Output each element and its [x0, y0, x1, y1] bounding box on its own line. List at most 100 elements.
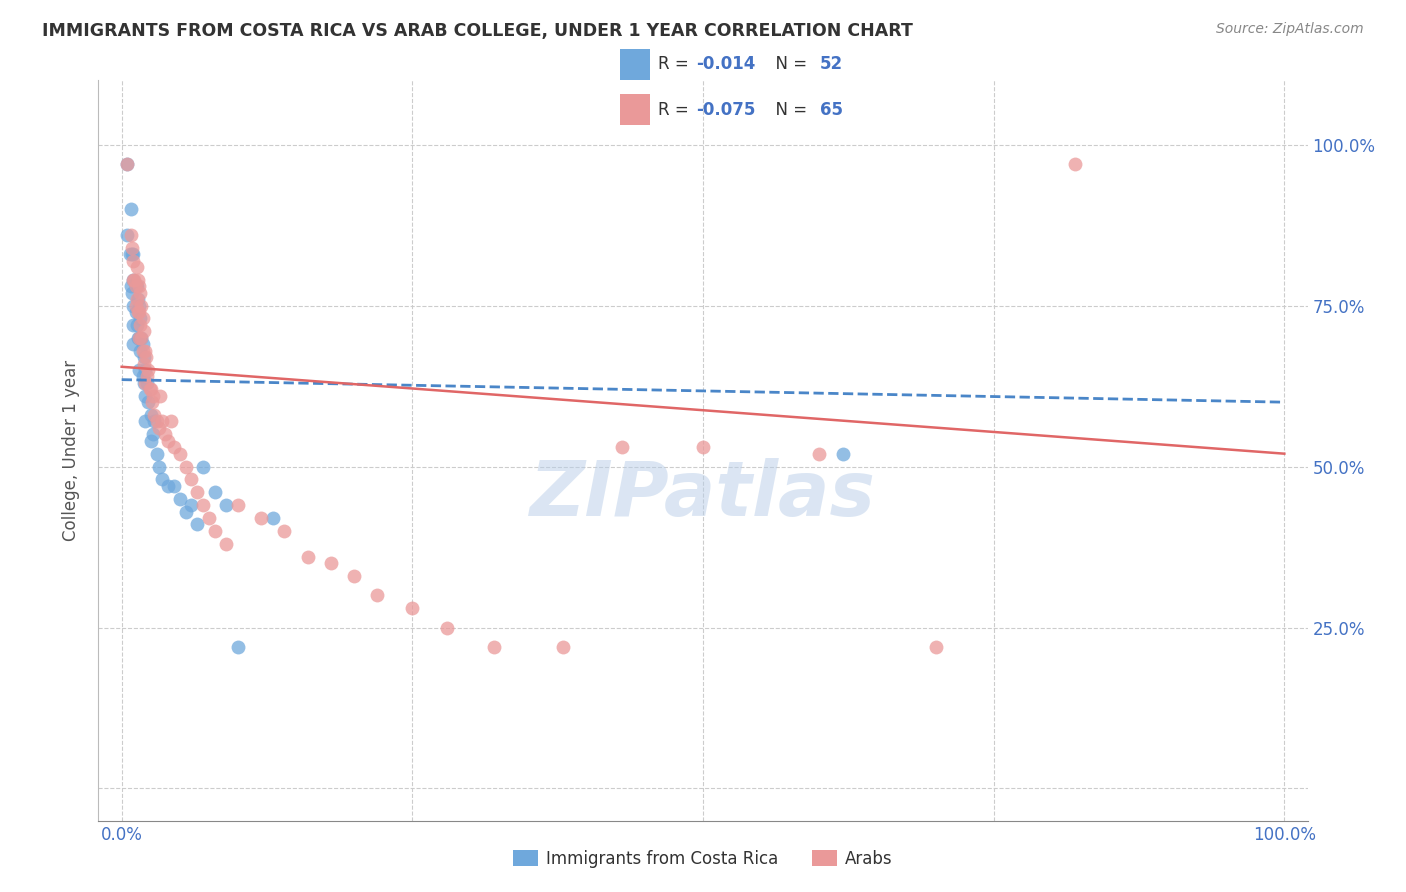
- Point: [150, 415, 173, 429]
- Text: 52: 52: [820, 55, 844, 73]
- Point: [122, 247, 145, 261]
- Legend: Immigrants from Costa Rica, Arabs: Immigrants from Costa Rica, Arabs: [506, 844, 900, 875]
- Point: [186, 485, 208, 500]
- Point: [343, 569, 366, 583]
- Point: [131, 331, 153, 345]
- Point: [163, 479, 186, 493]
- Text: IMMIGRANTS FROM COSTA RICA VS ARAB COLLEGE, UNDER 1 YEAR CORRELATION CHART: IMMIGRANTS FROM COSTA RICA VS ARAB COLLE…: [42, 22, 912, 40]
- Point: [120, 279, 142, 293]
- Bar: [620, 49, 650, 79]
- Point: [134, 363, 156, 377]
- Point: [122, 273, 145, 287]
- Point: [127, 273, 149, 287]
- Point: [204, 485, 226, 500]
- Point: [159, 415, 181, 429]
- Text: -0.014: -0.014: [696, 55, 756, 73]
- Point: [610, 440, 633, 454]
- Point: [120, 202, 142, 216]
- Point: [134, 415, 156, 429]
- Point: [118, 247, 141, 261]
- Point: [157, 479, 180, 493]
- Point: [148, 459, 170, 474]
- Point: [117, 157, 139, 171]
- Point: [139, 408, 162, 422]
- Point: [128, 305, 150, 319]
- Point: [482, 640, 505, 654]
- Point: [129, 318, 152, 332]
- Point: [121, 247, 143, 261]
- Point: [131, 331, 153, 345]
- Point: [127, 305, 149, 319]
- Point: [138, 363, 160, 377]
- Point: [117, 227, 139, 242]
- Point: [366, 588, 388, 602]
- Point: [117, 157, 139, 171]
- Point: [163, 440, 186, 454]
- Point: [215, 498, 238, 512]
- Text: ZIPatlas: ZIPatlas: [530, 458, 876, 532]
- Point: [131, 343, 153, 358]
- Point: [143, 408, 166, 422]
- Text: -0.075: -0.075: [696, 101, 756, 119]
- Point: [174, 505, 197, 519]
- Text: R =: R =: [658, 101, 695, 119]
- Point: [142, 389, 165, 403]
- Text: Source: ZipAtlas.com: Source: ZipAtlas.com: [1216, 22, 1364, 37]
- Point: [204, 524, 226, 538]
- Point: [131, 299, 153, 313]
- Point: [136, 376, 159, 390]
- Point: [808, 447, 831, 461]
- Point: [129, 311, 152, 326]
- Point: [198, 511, 221, 525]
- Point: [134, 376, 156, 390]
- Point: [180, 472, 202, 486]
- Point: [128, 331, 150, 345]
- Point: [139, 434, 162, 448]
- Point: [132, 357, 155, 371]
- Point: [124, 273, 146, 287]
- Point: [129, 285, 152, 300]
- Point: [262, 511, 284, 525]
- Point: [135, 350, 157, 364]
- Point: [401, 601, 423, 615]
- Point: [186, 517, 208, 532]
- Point: [150, 472, 173, 486]
- Point: [120, 227, 142, 242]
- Point: [250, 511, 273, 525]
- Point: [124, 305, 146, 319]
- Point: [128, 299, 150, 313]
- Point: [127, 331, 149, 345]
- Point: [191, 498, 214, 512]
- Point: [128, 279, 150, 293]
- Point: [125, 318, 148, 332]
- Point: [142, 427, 165, 442]
- Point: [128, 331, 150, 345]
- Point: [273, 524, 295, 538]
- Point: [215, 537, 238, 551]
- Point: [132, 350, 155, 364]
- Point: [138, 395, 160, 409]
- Text: N =: N =: [765, 101, 813, 119]
- Point: [226, 498, 249, 512]
- Point: [169, 447, 191, 461]
- Point: [134, 389, 156, 403]
- Point: [148, 421, 170, 435]
- Bar: [620, 95, 650, 125]
- Point: [125, 260, 148, 274]
- Point: [124, 299, 146, 313]
- Point: [122, 299, 145, 313]
- Point: [134, 343, 156, 358]
- Point: [436, 620, 458, 634]
- Point: [122, 337, 145, 351]
- Point: [157, 434, 180, 448]
- Point: [128, 363, 150, 377]
- Point: [145, 415, 167, 429]
- Point: [131, 311, 153, 326]
- Point: [226, 640, 249, 654]
- Point: [125, 279, 148, 293]
- Point: [297, 549, 319, 564]
- Point: [122, 273, 145, 287]
- Point: [145, 447, 167, 461]
- Point: [1064, 157, 1087, 171]
- Point: [131, 337, 153, 351]
